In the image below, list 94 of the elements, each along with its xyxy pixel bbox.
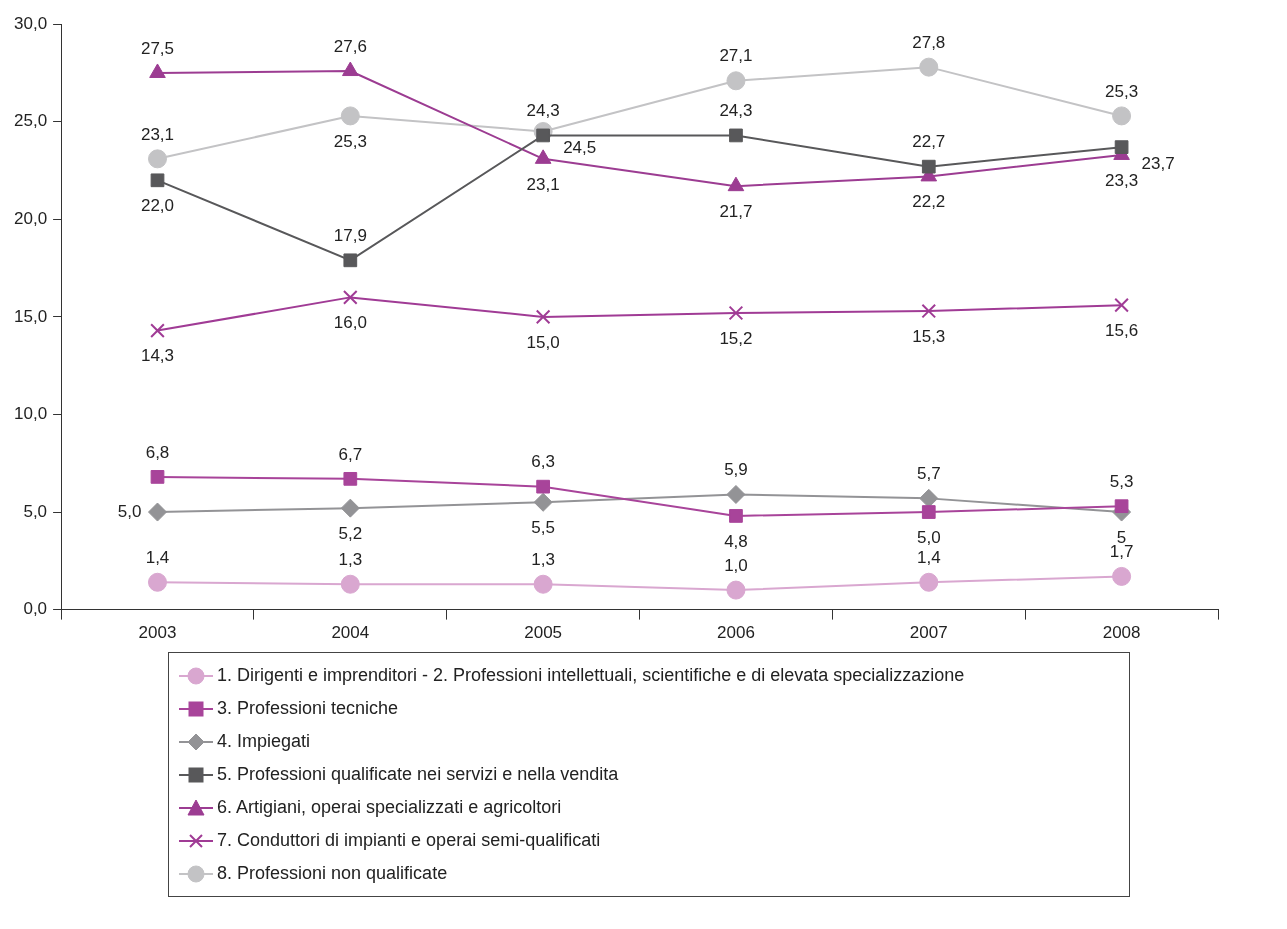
- point: [150, 470, 165, 484]
- point: [342, 290, 358, 305]
- point: [726, 580, 746, 600]
- point: [1114, 140, 1129, 154]
- y-tick-label: 30,0: [13, 13, 48, 33]
- data-label: 5,2: [338, 523, 363, 543]
- data-label: 15,3: [912, 326, 946, 346]
- point: [148, 502, 167, 522]
- point: [340, 498, 360, 518]
- y-tick-label: 20,0: [13, 209, 48, 229]
- point: [1112, 566, 1132, 586]
- data-label: 23,1: [526, 174, 560, 194]
- point: [1114, 297, 1129, 313]
- data-label: 24,3: [719, 101, 753, 121]
- point: [148, 149, 167, 169]
- data-label: 27,6: [333, 36, 367, 56]
- data-label: 1,4: [916, 547, 941, 567]
- legend-label: 8. Professioni non qualificate: [217, 863, 448, 884]
- point: [340, 574, 360, 594]
- x-tick-label: 2004: [331, 623, 370, 643]
- legend-label: 5. Professioni qualificate nei servizi e nella vendita: [217, 764, 619, 785]
- data-label: 1,7: [1109, 542, 1134, 562]
- data-label: 15,2: [719, 328, 753, 348]
- x-tick-label: 2003: [138, 623, 177, 643]
- point: [150, 323, 165, 338]
- point: [728, 305, 744, 321]
- x-tick-label: 2008: [1102, 623, 1141, 643]
- point: [726, 71, 746, 91]
- data-label: 24,3: [526, 101, 560, 121]
- data-label: 27,5: [140, 38, 175, 58]
- data-label: 1,0: [724, 555, 748, 575]
- point: [921, 303, 937, 319]
- data-label: 5,0: [117, 501, 142, 521]
- y-tick-label: 0,0: [23, 599, 48, 619]
- data-label: 17,9: [333, 226, 367, 245]
- point: [150, 173, 165, 188]
- data-label: 16,0: [333, 313, 367, 333]
- legend-label: 7. Conduttori di impianti e operai semi-qualificati: [217, 830, 601, 851]
- data-label: 27,8: [912, 32, 946, 52]
- data-label: 5,5: [531, 517, 555, 537]
- data-label: 23,3: [1105, 170, 1139, 190]
- point: [919, 57, 939, 77]
- data-label: 22,0: [140, 195, 175, 215]
- x-tick-label: 2007: [909, 623, 948, 643]
- data-label: 25,3: [1105, 81, 1139, 101]
- data-label: 15,6: [1105, 320, 1139, 340]
- data-label: 5,7: [916, 464, 941, 484]
- data-label: 22,7: [912, 132, 946, 152]
- data-label: 6,8: [145, 442, 170, 462]
- data-label: 21,7: [719, 201, 753, 221]
- legend-label: 4. Impiegati: [217, 731, 311, 752]
- data-label: 24,5: [563, 138, 597, 158]
- y-tick-label: 5,0: [23, 501, 48, 521]
- data-label: 23,7: [1141, 153, 1175, 173]
- point: [536, 479, 550, 494]
- point: [729, 509, 743, 523]
- data-label: 22,2: [912, 192, 946, 212]
- x-tick-label: 2005: [524, 623, 563, 643]
- data-label: 25,3: [333, 131, 367, 151]
- point: [1114, 499, 1129, 514]
- data-label: 14,3: [140, 346, 175, 366]
- data-label: 27,1: [719, 46, 753, 66]
- data-label: 5,3: [1109, 471, 1134, 491]
- y-tick-label: 25,0: [13, 111, 48, 131]
- data-label: 1,3: [338, 549, 363, 569]
- data-label: 23,1: [140, 124, 175, 144]
- point: [343, 472, 358, 486]
- point: [921, 159, 936, 174]
- point: [921, 505, 936, 519]
- data-label: 6,3: [531, 452, 555, 472]
- point: [343, 253, 358, 268]
- x-tick-label: 2006: [717, 623, 755, 643]
- data-label: 1,4: [145, 547, 170, 567]
- point: [729, 128, 743, 143]
- data-label: 6,7: [338, 444, 363, 464]
- point: [919, 488, 939, 508]
- legend-label: 6. Artigiani, operai specializzati e agricoltori: [217, 797, 562, 818]
- point: [919, 572, 939, 592]
- data-label: 1,3: [531, 549, 555, 569]
- point: [148, 572, 167, 592]
- y-tick-label: 10,0: [13, 404, 48, 424]
- data-label: 15,0: [526, 332, 560, 352]
- point: [726, 484, 746, 504]
- legend-label: 3. Professioni tecniche: [217, 698, 399, 719]
- point: [535, 309, 551, 325]
- data-label: 4,8: [724, 531, 748, 551]
- point: [340, 106, 360, 126]
- y-tick-label: 15,0: [13, 306, 48, 326]
- point: [533, 492, 553, 512]
- data-label: 5,0: [916, 527, 941, 547]
- legend-label: 1. Dirigenti e imprenditori - 2. Professioni intellettuali, scientifiche e di elevata specializzazione: [217, 665, 965, 686]
- point: [533, 574, 553, 594]
- point: [1112, 106, 1132, 126]
- data-label: 5,9: [724, 460, 748, 480]
